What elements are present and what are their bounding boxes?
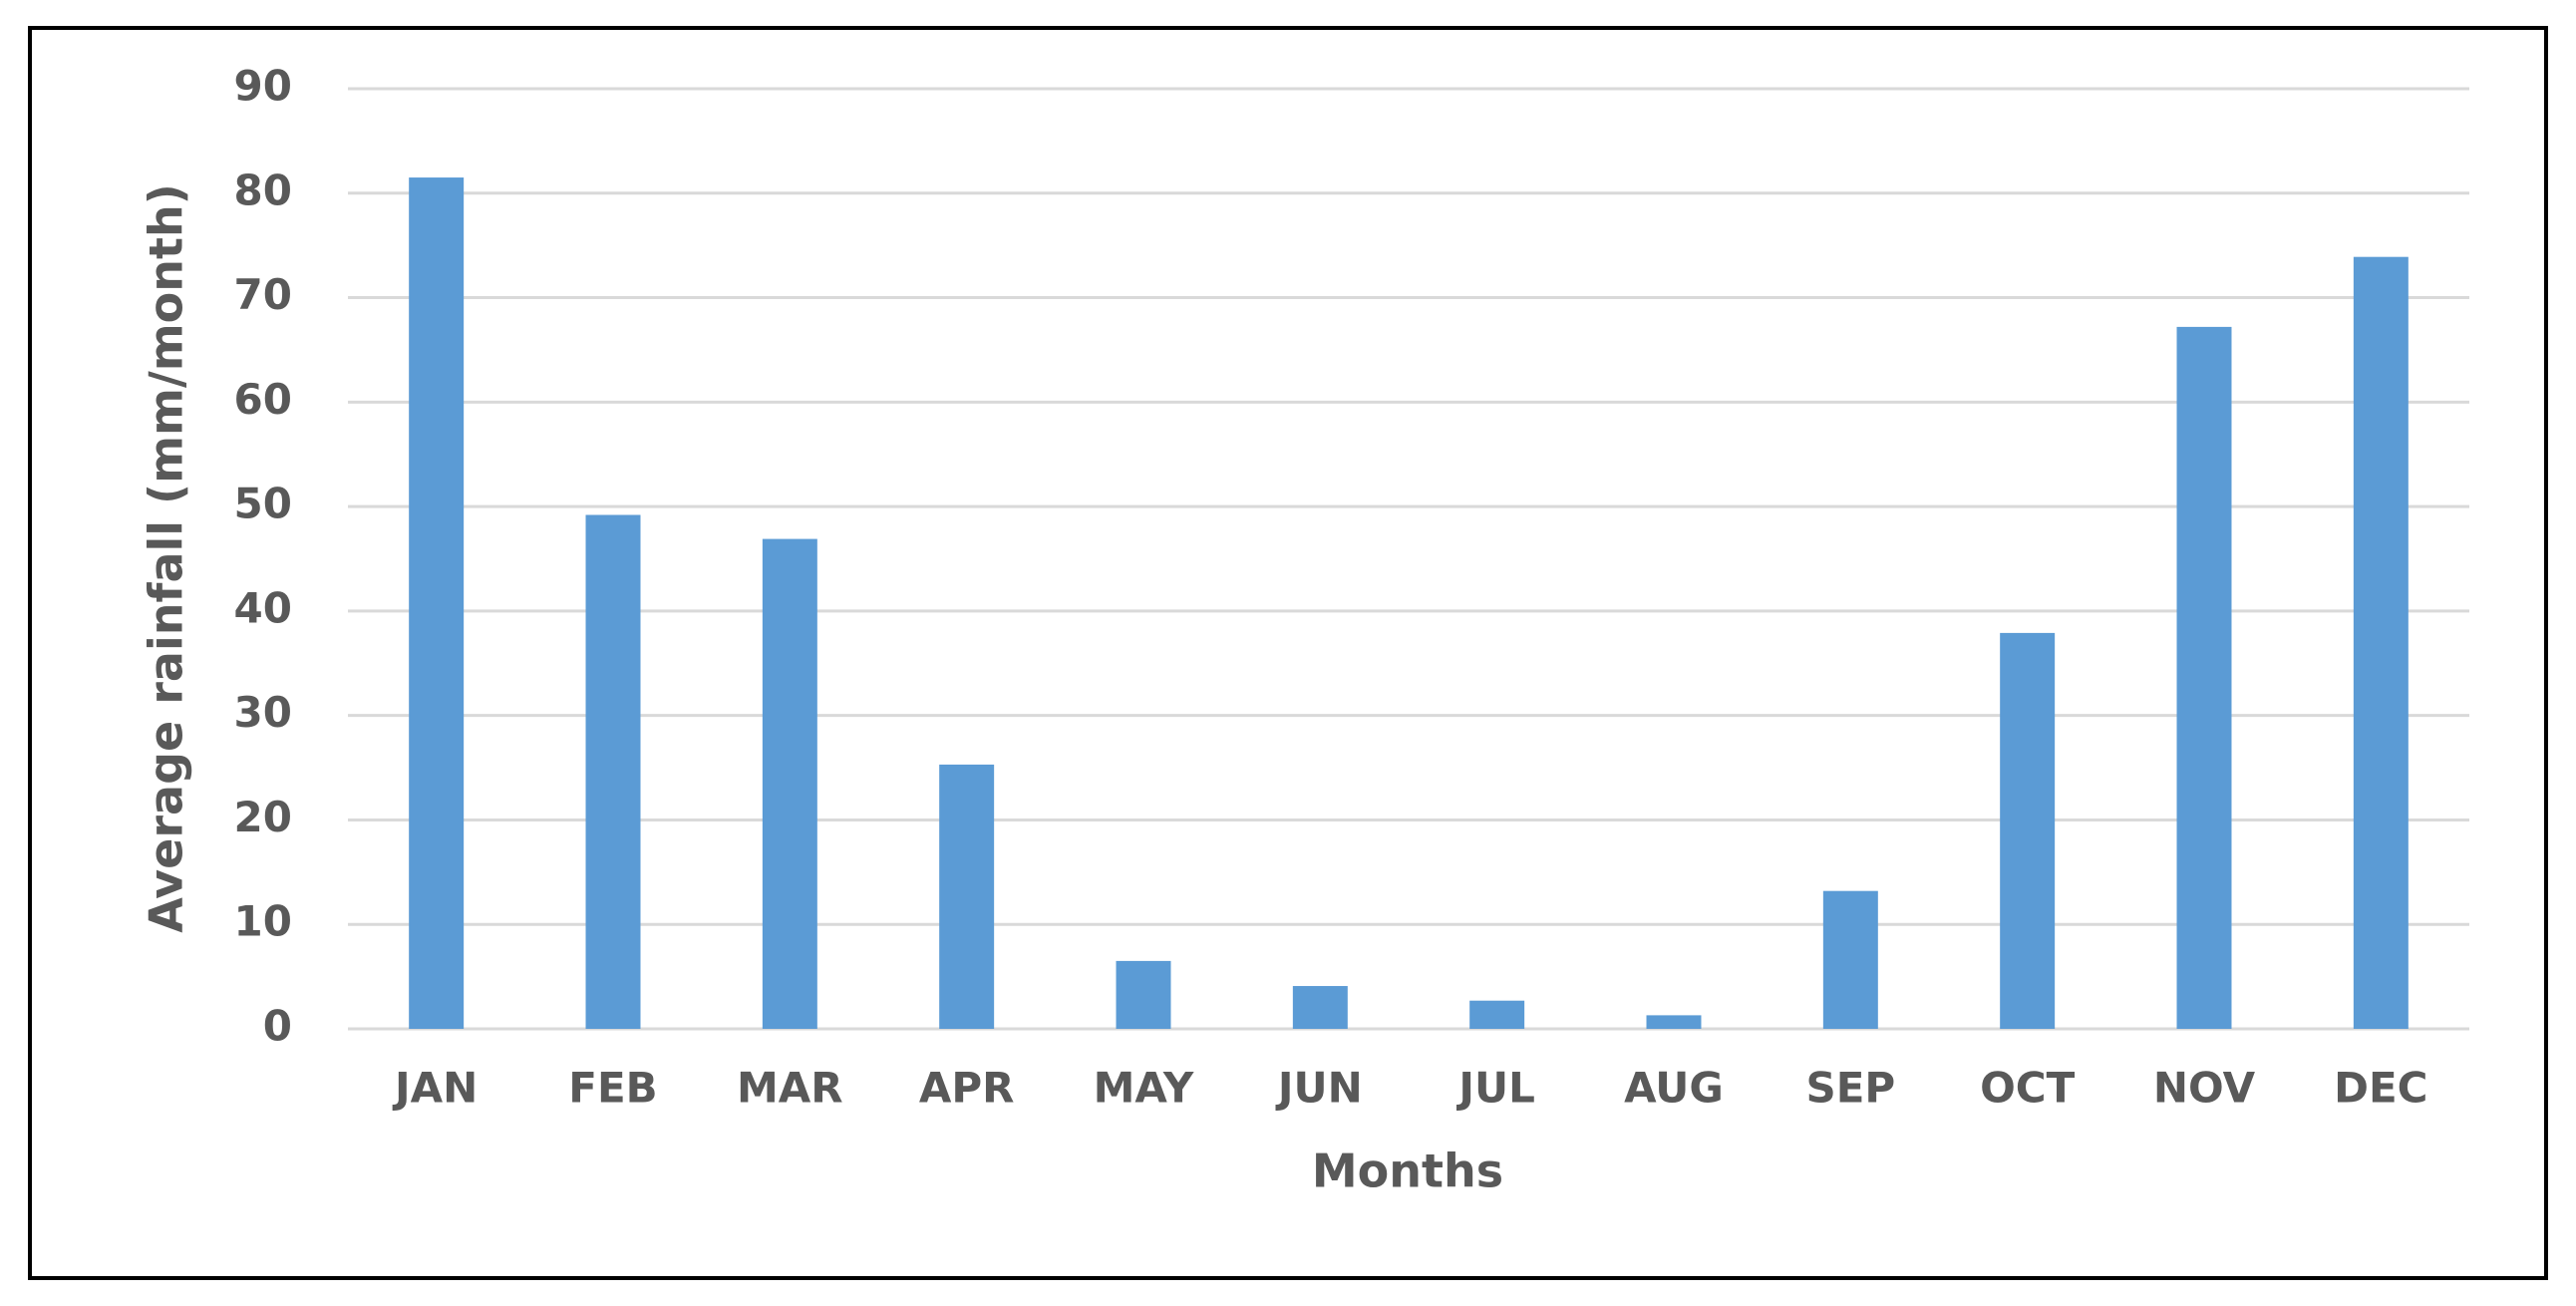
x-tick-label: NOV xyxy=(2153,1064,2256,1113)
bar xyxy=(2176,326,2232,1030)
x-tick-label: SEP xyxy=(1805,1064,1895,1113)
y-tick-label: 90 xyxy=(234,62,292,111)
bar xyxy=(585,514,641,1029)
y-tick-label: 70 xyxy=(234,270,292,319)
y-tick-label: 20 xyxy=(234,793,292,841)
x-tick-label: AUG xyxy=(1624,1064,1724,1113)
x-tick-label: APR xyxy=(919,1064,1015,1113)
y-tick-label: 30 xyxy=(234,688,292,737)
bar xyxy=(1646,1015,1702,1029)
bar xyxy=(2000,632,2056,1029)
y-tick-label: 50 xyxy=(234,480,292,528)
bar xyxy=(1822,890,1878,1029)
y-tick-label: 0 xyxy=(263,1002,292,1051)
x-tick-label: JUL xyxy=(1455,1064,1535,1113)
y-tick-label: 80 xyxy=(234,165,292,214)
y-tick-label: 40 xyxy=(234,583,292,632)
x-tick-label: DEC xyxy=(2334,1064,2427,1113)
x-tick-label: OCT xyxy=(1980,1064,2076,1113)
x-tick-label: JAN xyxy=(392,1064,478,1113)
bar xyxy=(1469,1000,1525,1029)
x-tick-label: JUN xyxy=(1275,1064,1363,1113)
x-tick-label: MAR xyxy=(737,1064,843,1113)
bar xyxy=(2353,256,2409,1029)
y-tick-label: 10 xyxy=(234,897,292,946)
bar xyxy=(409,177,465,1030)
y-tick-label: 60 xyxy=(234,375,292,424)
bar xyxy=(762,538,817,1029)
x-tick-label: FEB xyxy=(568,1064,657,1113)
y-axis-title: Average rainfall (mm/month) xyxy=(140,183,193,933)
bar xyxy=(1292,986,1348,1029)
x-tick-label: MAY xyxy=(1094,1064,1194,1113)
bar xyxy=(939,764,995,1029)
x-axis-title: Months xyxy=(1312,1144,1503,1198)
bar xyxy=(1116,960,1171,1029)
